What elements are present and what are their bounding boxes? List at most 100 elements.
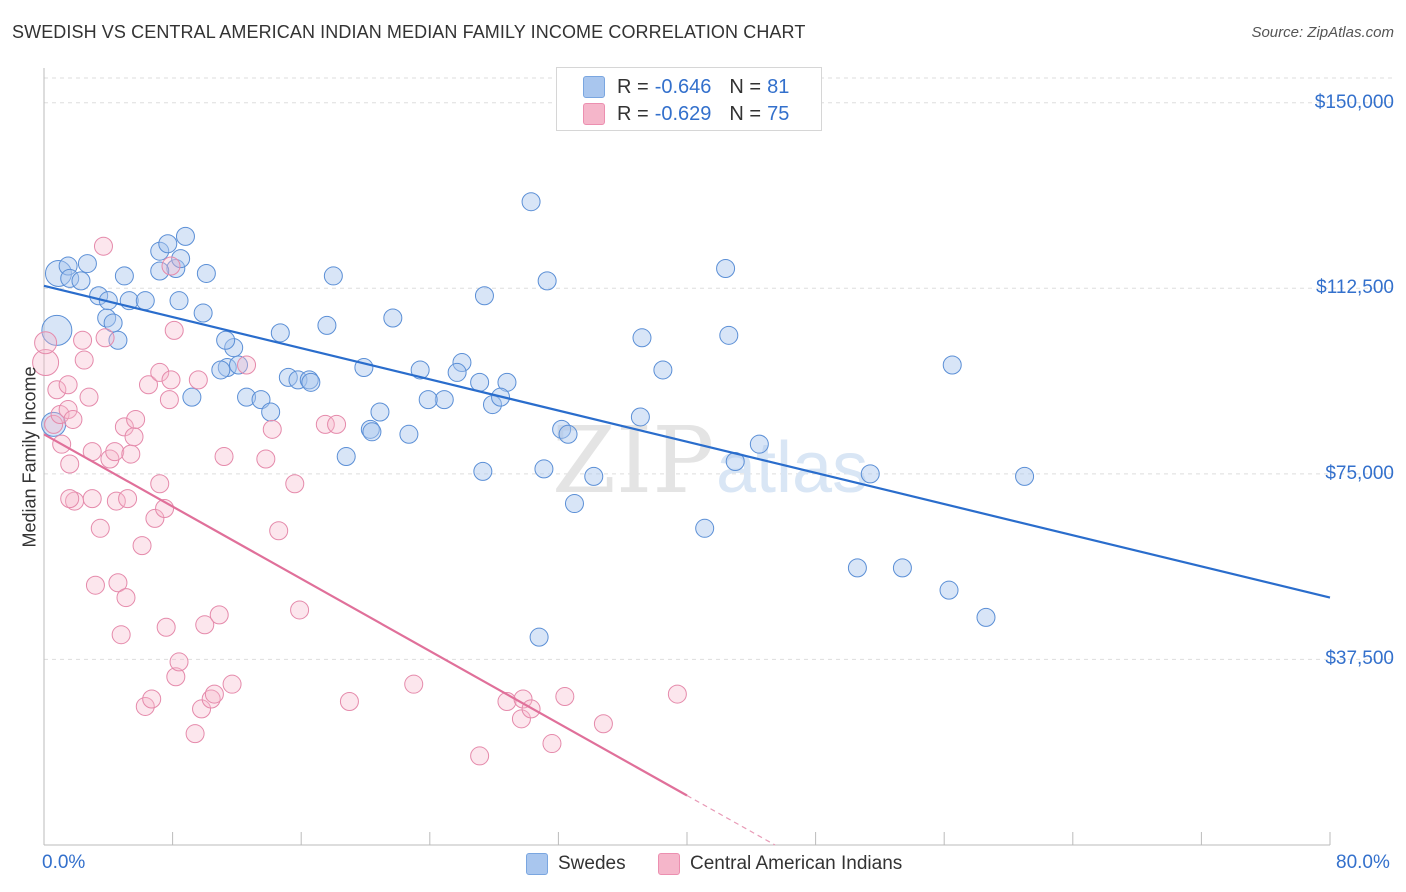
swedes-n-value: 81	[767, 75, 790, 98]
chart-title: SWEDISH VS CENTRAL AMERICAN INDIAN MEDIA…	[12, 22, 806, 42]
central-american-indians-point	[290, 600, 310, 620]
swedes-point	[182, 387, 202, 407]
n-label: N =	[729, 75, 762, 98]
swedes-point	[237, 387, 257, 407]
swedes-legend-swatch	[526, 853, 548, 875]
x-tick-label-min: 0.0%	[42, 852, 86, 873]
central-american-indians-point	[44, 414, 64, 434]
central-american-indians-point	[169, 652, 189, 672]
swedes-point	[175, 226, 195, 246]
central-american-indians-point	[150, 362, 170, 382]
central-american-indians-point	[327, 414, 347, 434]
central-american-indians-point	[315, 414, 335, 434]
central-american-indians-point	[159, 390, 179, 410]
central-american-indians-point	[256, 449, 276, 469]
central-american-indians-point	[32, 349, 60, 377]
swedes-point	[584, 466, 604, 486]
central-american-indians-point	[47, 380, 67, 400]
central-american-indians-point	[209, 605, 229, 625]
central-american-indians-r-value: -0.629	[654, 102, 712, 125]
bottom-legend-swedes: Swedes	[526, 852, 626, 876]
swedes-point	[558, 424, 578, 444]
central-american-indians-point	[90, 518, 110, 538]
swedes-point	[939, 580, 959, 600]
swedes-point	[399, 424, 419, 444]
central-american-indians-point	[74, 350, 94, 370]
central-american-indians-point	[60, 454, 80, 474]
swedes-point	[410, 360, 430, 380]
central-american-indians-point	[85, 575, 105, 595]
central-american-indians-point	[511, 709, 531, 729]
r-label: R =	[617, 75, 649, 98]
central-american-indians-point	[34, 331, 58, 355]
swedes-point	[1015, 466, 1035, 486]
swedes-point	[653, 360, 673, 380]
swedes-point	[521, 192, 541, 212]
correlation-legend: R = -0.646 N = 81 R = -0.629 N = 75	[556, 67, 822, 131]
swedes-point	[171, 249, 191, 269]
swedes-point	[860, 464, 880, 484]
central-american-indians-point	[156, 617, 176, 637]
swedes-point	[336, 447, 356, 467]
central-american-indians-point	[192, 699, 212, 719]
source-label: Source: ZipAtlas.com	[1251, 24, 1394, 41]
points-layer	[32, 192, 1035, 766]
swedes-point	[418, 390, 438, 410]
trend-layer	[43, 284, 1331, 846]
swedes-trend-line	[43, 284, 1331, 599]
swedes-point	[41, 314, 73, 346]
swedes-point	[77, 254, 97, 274]
central-american-indians-point	[214, 447, 234, 467]
watermark: ZIP atlas	[552, 407, 868, 514]
swedes-point	[224, 338, 244, 358]
swedes-point	[301, 372, 321, 392]
swedes-point	[716, 259, 736, 279]
central-american-indians-point	[58, 400, 78, 420]
central-american-indians-point	[58, 375, 78, 395]
central-american-indians-point	[593, 714, 613, 734]
central-american-indians-legend-label: Central American Indians	[690, 853, 903, 874]
y-axis-label: Median Family Income	[19, 366, 40, 548]
swedes-point	[196, 263, 216, 283]
bottom-legend-central-american-indians: Central American Indians	[658, 852, 902, 876]
swedes-point	[150, 241, 170, 261]
swedes-point	[323, 266, 343, 286]
central-american-indians-point	[138, 375, 158, 395]
swedes-point	[976, 607, 996, 627]
swedes-point	[470, 372, 490, 392]
swedes-point	[71, 271, 91, 291]
swedes-point	[135, 291, 155, 311]
central-american-indians-point	[404, 674, 424, 694]
central-american-indians-point	[126, 409, 146, 429]
central-american-indians-point	[60, 489, 80, 509]
swedes-point	[534, 459, 554, 479]
swedes-point	[452, 353, 472, 373]
swedes-point	[695, 518, 715, 538]
swedes-point	[434, 390, 454, 410]
central-american-indians-point	[73, 330, 93, 350]
swedes-point	[847, 558, 867, 578]
central-american-indians-point	[339, 691, 359, 711]
swedes-point	[719, 325, 739, 345]
central-american-indians-point	[204, 684, 224, 704]
central-american-indians-trend-extension	[686, 794, 776, 846]
swedes-point	[229, 355, 249, 375]
central-american-indians-point	[555, 687, 575, 707]
central-american-indians-point	[542, 734, 562, 754]
central-american-indians-point	[195, 615, 215, 635]
y-tick-label: $112,500	[1316, 277, 1394, 299]
central-american-indians-swatch	[583, 103, 605, 125]
swedes-point	[103, 313, 123, 333]
swedes-point	[169, 291, 189, 311]
central-american-indians-n-value: 75	[767, 102, 790, 125]
central-american-indians-point	[145, 508, 165, 528]
x-tick-label-max: 80.0%	[1336, 852, 1390, 873]
central-american-indians-point	[285, 474, 305, 494]
swedes-point	[216, 330, 236, 350]
central-american-indians-point	[79, 387, 99, 407]
r-label: R =	[617, 102, 649, 125]
central-american-indians-point	[135, 696, 155, 716]
y-tick-label: $150,000	[1314, 91, 1394, 113]
central-american-indians-point	[470, 746, 490, 766]
